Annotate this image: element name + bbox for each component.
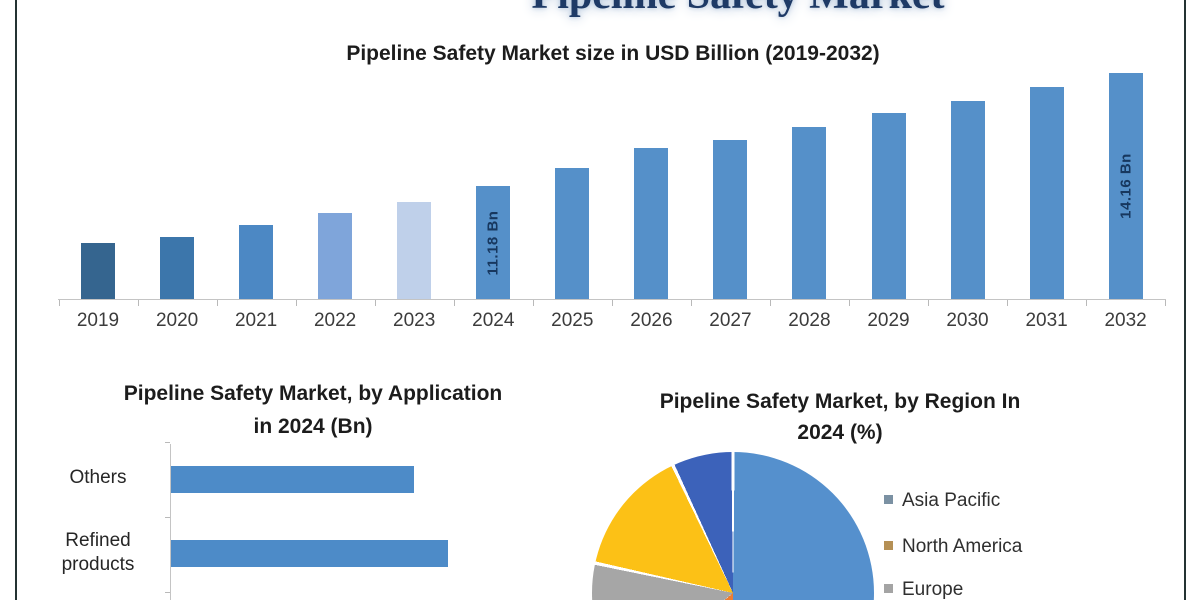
x-axis-tick bbox=[690, 300, 692, 306]
x-axis-tick bbox=[1165, 300, 1167, 306]
bar-2021 bbox=[239, 225, 274, 299]
y-axis-tick bbox=[165, 592, 170, 593]
bar-refined-products bbox=[171, 540, 448, 567]
x-tick-label-2032: 2032 bbox=[1104, 310, 1147, 331]
bar-2022 bbox=[318, 213, 353, 299]
region-pie bbox=[592, 452, 874, 600]
y-axis bbox=[170, 444, 171, 600]
legend-marker-icon bbox=[884, 495, 893, 504]
x-axis-tick bbox=[58, 300, 60, 306]
x-tick-label-2023: 2023 bbox=[393, 310, 436, 331]
x-axis-tick bbox=[532, 300, 534, 306]
bar-2025 bbox=[555, 168, 590, 299]
legend-marker-icon bbox=[884, 541, 893, 550]
bar-2023 bbox=[397, 202, 432, 299]
bar-2030 bbox=[950, 101, 985, 299]
application-chart-title: Pipeline Safety Market, by Application i… bbox=[93, 377, 533, 443]
x-tick-label-2027: 2027 bbox=[709, 310, 752, 331]
x-tick-label-2029: 2029 bbox=[867, 310, 910, 331]
x-tick-label-2025: 2025 bbox=[551, 310, 594, 331]
x-axis-tick bbox=[849, 300, 850, 306]
bar-2024: 11.18 Bn bbox=[476, 186, 511, 299]
region-chart-title-line1: Pipeline Safety Market, by Region In bbox=[659, 390, 1021, 413]
category-label-refined-products: Refined products bbox=[61, 530, 135, 575]
application-chart-title-line2: in 2024 (Bn) bbox=[253, 415, 373, 438]
bar-2020 bbox=[160, 237, 195, 299]
x-axis-tick bbox=[216, 300, 218, 306]
region-chart-title: Pipeline Safety Market, by Region In 202… bbox=[620, 386, 1060, 448]
x-axis-tick bbox=[611, 300, 613, 306]
bar-2027 bbox=[713, 140, 748, 299]
legend-item-north-america: North America bbox=[884, 536, 1022, 558]
frame-right-border bbox=[1184, 0, 1186, 600]
x-axis-tick bbox=[453, 300, 455, 306]
legend-item-europe: Europe bbox=[884, 579, 963, 600]
region-chart-title-line2: 2024 (%) bbox=[797, 421, 883, 444]
bar-2031 bbox=[1029, 87, 1064, 299]
y-axis-tick bbox=[165, 442, 170, 443]
market-size-chart-title: Pipeline Safety Market size in USD Billi… bbox=[346, 42, 880, 65]
x-axis-tick bbox=[1086, 300, 1088, 306]
x-tick-label-2021: 2021 bbox=[234, 310, 278, 331]
x-tick-label-2024: 2024 bbox=[472, 310, 515, 331]
legend-marker-icon bbox=[884, 584, 893, 593]
x-axis-tick bbox=[1007, 300, 1009, 306]
x-tick-label-2031: 2031 bbox=[1025, 310, 1068, 331]
bar-2019 bbox=[81, 243, 115, 299]
x-tick-label-2026: 2026 bbox=[630, 310, 673, 331]
bar-others bbox=[171, 466, 414, 493]
x-axis-tick bbox=[928, 300, 929, 306]
x-axis-tick bbox=[137, 300, 139, 306]
x-tick-label-2019: 2019 bbox=[76, 310, 120, 331]
frame-left-border bbox=[15, 0, 17, 600]
page-title: Pipeline Safety Market bbox=[338, 0, 1138, 16]
x-tick-label-2028: 2028 bbox=[788, 310, 831, 331]
x-tick-label-2020: 2020 bbox=[155, 310, 199, 331]
x-tick-label-2030: 2030 bbox=[946, 310, 989, 331]
application-chart-title-line1: Pipeline Safety Market, by Application bbox=[123, 382, 503, 405]
category-label-others: Others bbox=[69, 467, 127, 488]
x-axis-tick bbox=[295, 300, 297, 306]
x-tick-label-2022: 2022 bbox=[313, 310, 357, 331]
bar-2026 bbox=[634, 148, 669, 299]
y-axis-tick bbox=[165, 517, 170, 518]
x-axis-tick bbox=[374, 300, 376, 306]
x-axis bbox=[58, 299, 1166, 300]
bar-2028 bbox=[792, 127, 827, 299]
x-axis-tick bbox=[769, 300, 771, 306]
legend-item-asia-pacific: Asia Pacific bbox=[884, 490, 1000, 512]
bar-2032: 14.16 Bn bbox=[1108, 73, 1143, 299]
bar-2029 bbox=[871, 113, 906, 299]
